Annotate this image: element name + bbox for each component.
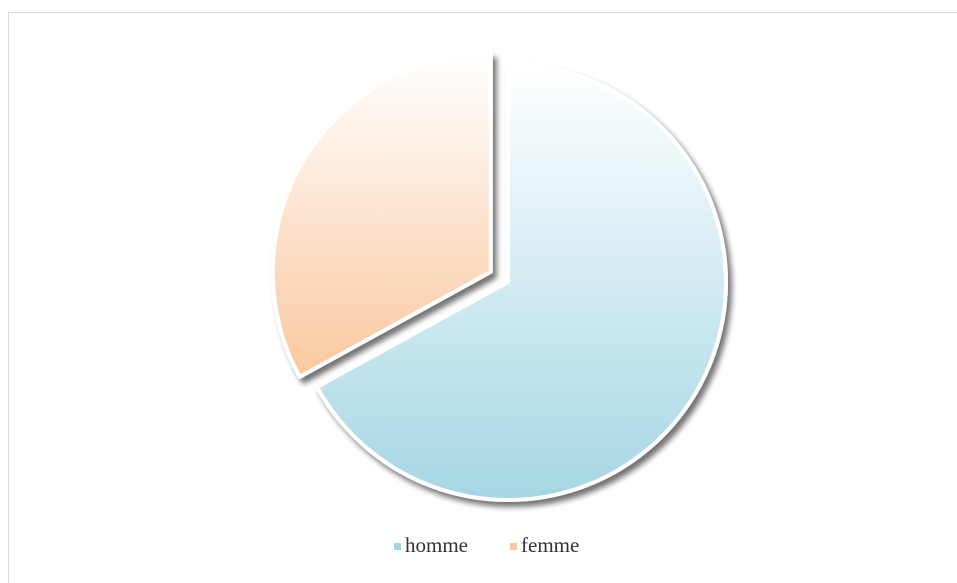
legend-label: homme — [405, 533, 468, 557]
pie-slice — [270, 51, 493, 379]
legend-swatch — [510, 543, 517, 550]
legend-swatch — [394, 543, 401, 550]
legend-label: femme — [521, 533, 579, 557]
legend: homme femme — [394, 533, 579, 557]
pie-slice — [314, 62, 728, 502]
pie — [270, 51, 728, 502]
